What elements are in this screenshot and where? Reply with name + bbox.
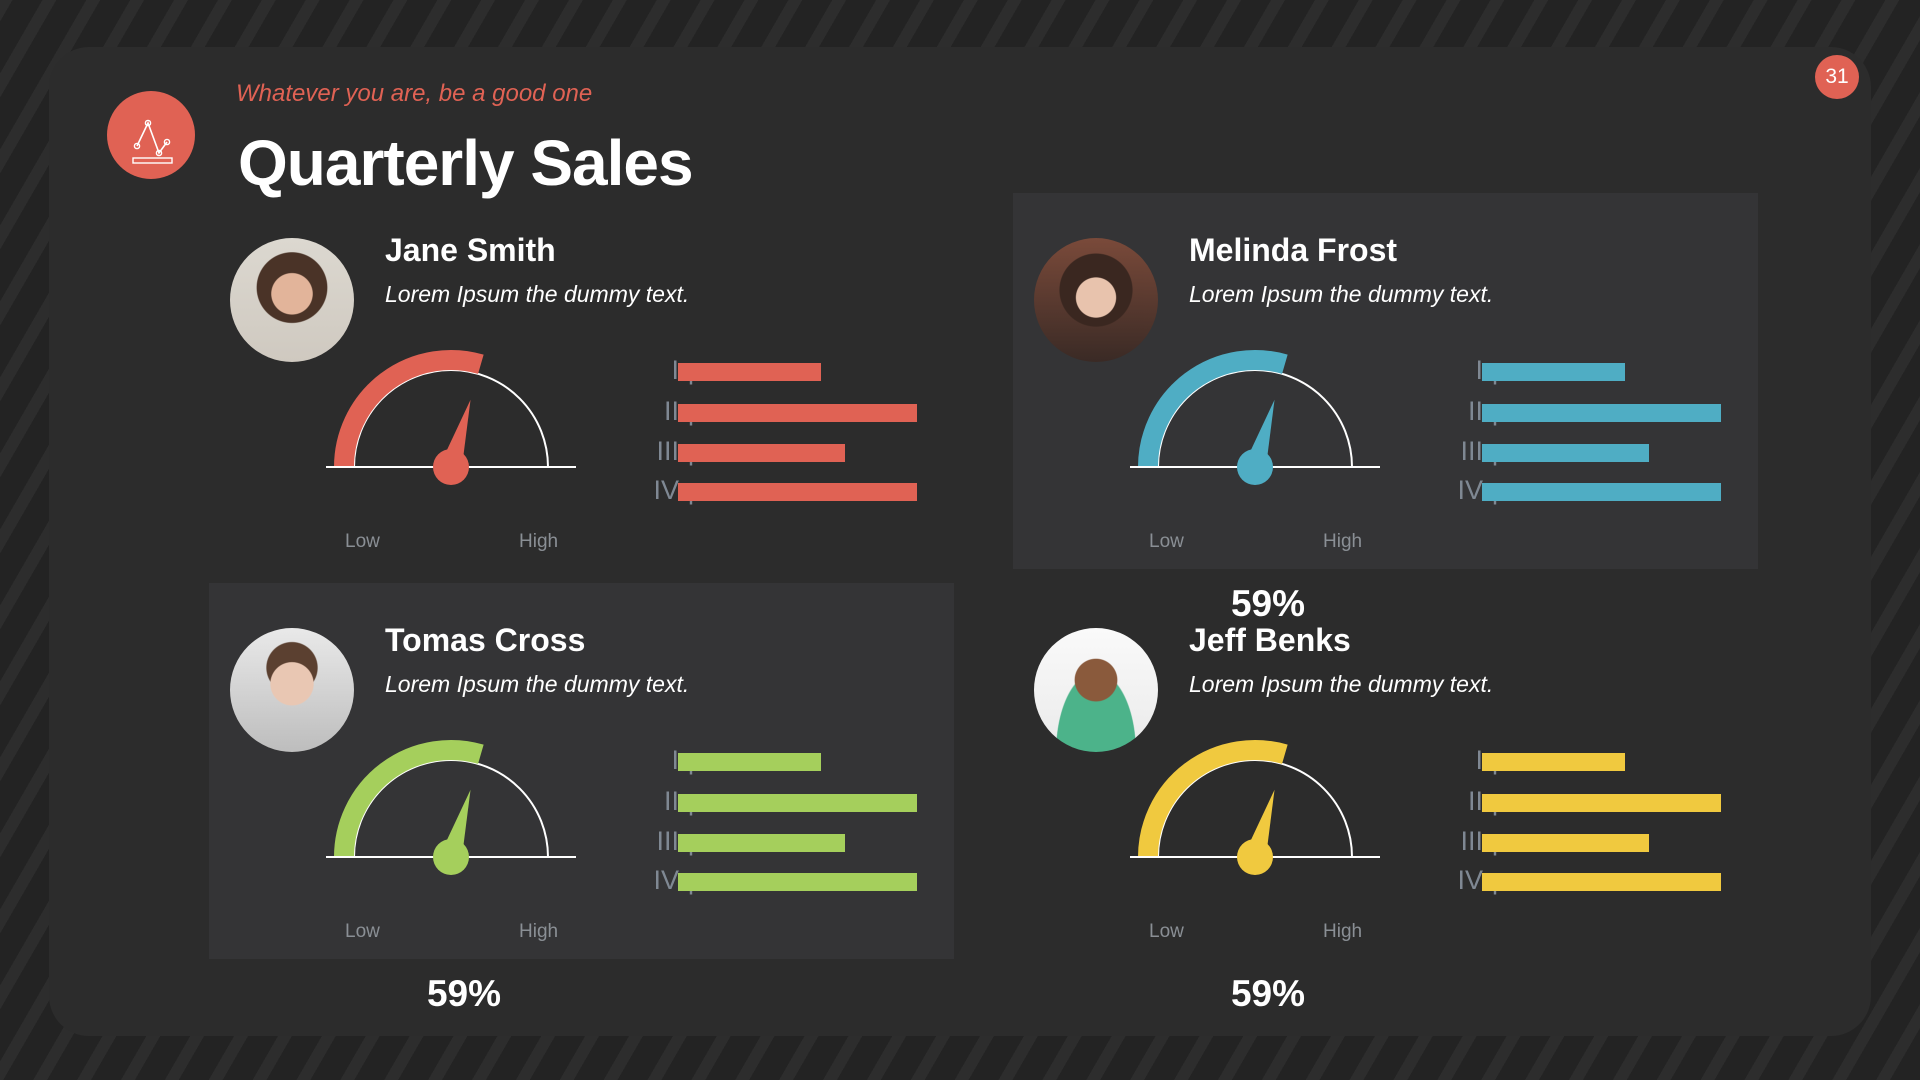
gauge-high-label: High — [1323, 531, 1363, 552]
quarter-bar — [1482, 794, 1721, 812]
gauge-fill — [334, 740, 484, 858]
person-description: Lorem Ipsum the dummy text. — [1189, 281, 1494, 307]
gauge-fill — [334, 350, 484, 468]
person-name: Jeff Benks — [1189, 622, 1351, 658]
quarter-bar — [1482, 753, 1626, 771]
quarter-bar — [1482, 834, 1650, 852]
quarter-bar — [1482, 363, 1626, 381]
gauge-track — [1157, 369, 1353, 468]
gauge-track — [1157, 759, 1353, 858]
page-title: Quarterly Sales — [238, 127, 694, 199]
gauge-chart — [326, 350, 576, 485]
gauge-fill — [1138, 350, 1288, 468]
avatar — [230, 628, 354, 752]
sales-card: Jane Smith Lorem Ipsum the dummy text. L… — [209, 193, 954, 624]
gauge-hub — [433, 839, 469, 875]
slide-subtitle: Whatever you are, be a good one — [236, 80, 593, 107]
gauge-low-label: Low — [345, 921, 380, 942]
gauge-high-label: High — [519, 531, 559, 552]
gauge-chart — [326, 740, 576, 875]
person-name: Melinda Frost — [1189, 232, 1398, 268]
gauge-low-label: Low — [345, 531, 380, 552]
gauge-percent: 59% — [1230, 973, 1306, 1014]
gauge-percent: 59% — [426, 973, 502, 1014]
quarter-bar — [678, 444, 846, 462]
gauge-hub — [1237, 449, 1273, 485]
sales-card: Melinda Frost Lorem Ipsum the dummy text… — [1013, 193, 1758, 624]
quarter-bar — [1482, 444, 1650, 462]
person-name: Tomas Cross — [385, 622, 586, 658]
gauge-percent: 59% — [1230, 583, 1306, 624]
gauge-high-label: High — [519, 921, 559, 942]
line-chart-icon — [107, 91, 195, 179]
quarter-bar — [678, 483, 917, 501]
quarter-bar — [678, 794, 917, 812]
avatar — [230, 238, 354, 362]
quarter-bar — [1482, 873, 1721, 891]
gauge-track — [353, 759, 549, 858]
person-description: Lorem Ipsum the dummy text. — [385, 671, 690, 697]
quarter-bar — [678, 873, 917, 891]
page-number-badge: 31 — [1815, 55, 1859, 99]
gauge-hub — [433, 449, 469, 485]
gauge-chart — [1130, 740, 1380, 875]
gauge-low-label: Low — [1149, 531, 1184, 552]
sales-card: Jeff Benks Lorem Ipsum the dummy text. L… — [1013, 583, 1758, 1014]
person-description: Lorem Ipsum the dummy text. — [1189, 671, 1494, 697]
quarter-bar — [678, 753, 822, 771]
quarter-bar — [678, 363, 822, 381]
gauge-hub — [1237, 839, 1273, 875]
gauge-high-label: High — [1323, 921, 1363, 942]
quarter-bar — [1482, 483, 1721, 501]
quarter-bar — [1482, 404, 1721, 422]
sales-card: Tomas Cross Lorem Ipsum the dummy text. … — [209, 583, 954, 1014]
gauge-track — [353, 369, 549, 468]
avatar — [1034, 238, 1158, 362]
gauge-chart — [1130, 350, 1380, 485]
avatar — [1034, 628, 1158, 752]
quarter-bar — [678, 834, 846, 852]
gauge-low-label: Low — [1149, 921, 1184, 942]
person-description: Lorem Ipsum the dummy text. — [385, 281, 690, 307]
person-name: Jane Smith — [385, 232, 556, 268]
gauge-fill — [1138, 740, 1288, 858]
quarter-bar — [678, 404, 917, 422]
